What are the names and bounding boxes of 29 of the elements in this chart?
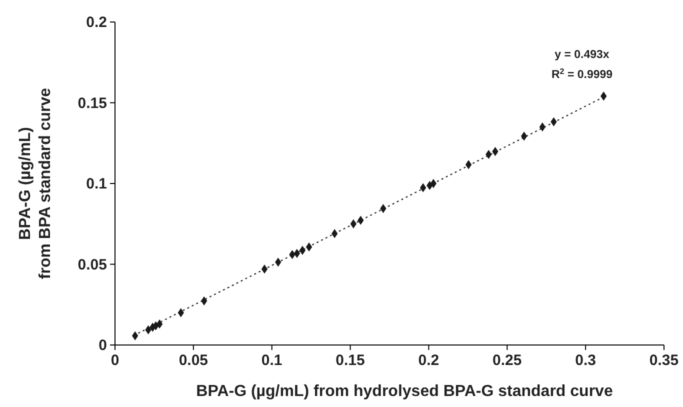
y-tick-label: 0.15 [78, 94, 107, 112]
point [350, 219, 357, 228]
point [420, 183, 426, 192]
x-tick-label: 0.1 [261, 352, 282, 369]
y-axis-title: BPA-G (µg/mL) from BPA standard curve [17, 88, 54, 280]
point [520, 132, 528, 141]
point [539, 122, 546, 132]
point [299, 246, 306, 255]
x-tick-label: 0.3 [575, 352, 596, 369]
point [261, 264, 268, 274]
x-tick-label: 0.05 [178, 352, 208, 369]
x-tick-label: 0.25 [492, 352, 522, 369]
x-tick-label: 0 [110, 352, 120, 369]
x-tick-label: 0.2 [418, 352, 440, 369]
point [430, 178, 437, 188]
x-tick-label: 0.35 [649, 352, 679, 369]
x-tick-label: 0.15 [336, 352, 365, 369]
y-tick-label: 0 [98, 337, 107, 354]
y-tick-label: 0.2 [86, 14, 107, 31]
x-axis-title: BPA-G (µg/mL) from hydrolysed BPA-G standard curve [196, 383, 613, 400]
point [465, 160, 472, 170]
annotation: R$^{2}$ = 0.9999 [551, 66, 613, 81]
annotation: y = 0.493x [554, 49, 610, 61]
point [306, 242, 312, 252]
point [156, 319, 163, 329]
point [132, 331, 138, 340]
y-tick-label: 0.1 [86, 176, 107, 192]
y-tick-label: 0.05 [78, 256, 107, 274]
point [294, 248, 300, 258]
